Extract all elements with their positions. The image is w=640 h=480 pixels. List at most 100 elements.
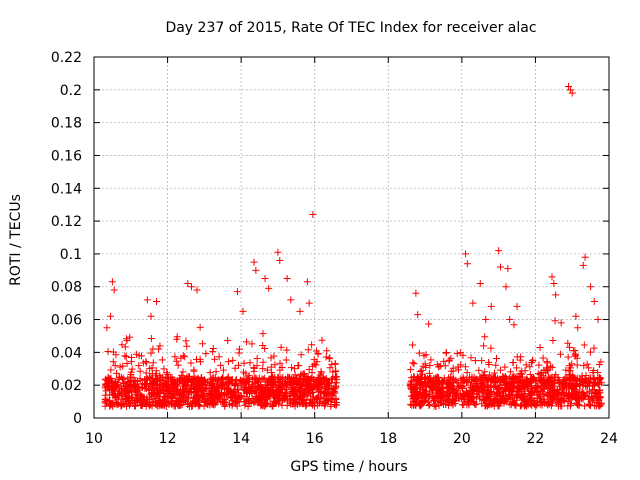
data-point [304, 392, 312, 400]
data-point [562, 366, 570, 374]
y-tick-label: 0.2 [60, 83, 82, 99]
data-point [490, 391, 498, 399]
data-point [544, 365, 552, 373]
data-point [247, 386, 255, 394]
data-point [460, 377, 468, 385]
data-point [275, 373, 283, 381]
data-point [463, 369, 471, 377]
data-point [196, 377, 204, 385]
data-point [470, 379, 478, 387]
data-point [179, 389, 187, 397]
data-point [131, 402, 139, 410]
data-point [217, 361, 225, 369]
data-point [304, 346, 312, 354]
data-point [182, 394, 190, 402]
data-point [265, 388, 273, 396]
data-point [215, 393, 223, 401]
data-point [571, 375, 579, 383]
data-point [581, 253, 589, 261]
data-point [469, 299, 477, 307]
x-axis-label: GPS time / hours [290, 459, 407, 475]
data-point [286, 392, 294, 400]
data-point [590, 344, 598, 352]
data-point [313, 358, 321, 366]
data-point [157, 374, 165, 382]
data-point [187, 359, 195, 367]
data-point [170, 391, 178, 399]
data-point [556, 350, 564, 358]
data-point [232, 376, 240, 384]
data-point [107, 312, 115, 320]
data-point [535, 361, 543, 369]
data-point [177, 354, 185, 362]
data-point [233, 402, 241, 410]
data-point [287, 296, 295, 304]
data-point [162, 397, 170, 405]
data-point [485, 375, 493, 383]
data-point [306, 378, 314, 386]
data-point [278, 364, 286, 372]
data-point [578, 372, 586, 380]
y-tick-label: 0.02 [51, 378, 82, 394]
data-point [425, 401, 433, 409]
data-point [595, 378, 603, 386]
data-point [509, 376, 517, 384]
data-point [507, 396, 515, 404]
data-point [302, 386, 310, 394]
data-point [510, 321, 518, 329]
data-point [148, 381, 156, 389]
data-point [276, 359, 284, 367]
data-point [483, 381, 491, 389]
data-points [101, 83, 606, 411]
data-point [261, 374, 269, 382]
data-point [163, 383, 171, 391]
data-point [317, 369, 325, 377]
data-point [575, 401, 583, 409]
y-tick-label: 0.16 [51, 148, 82, 164]
data-point [107, 366, 115, 374]
data-point [491, 373, 499, 381]
data-point [110, 286, 118, 294]
data-point [315, 392, 323, 400]
data-point [250, 364, 258, 372]
data-point [593, 399, 601, 407]
data-point [526, 363, 534, 371]
data-point [516, 376, 524, 384]
data-point [209, 379, 217, 387]
data-point [212, 368, 220, 376]
data-point [233, 288, 241, 296]
data-point [322, 353, 330, 361]
data-point [142, 369, 150, 377]
data-point [499, 391, 507, 399]
data-point [311, 402, 319, 410]
data-point [327, 384, 335, 392]
grid-lines [94, 57, 609, 418]
data-point [297, 370, 305, 378]
data-point [121, 391, 129, 399]
data-point [513, 364, 521, 372]
y-tick-label: 0.22 [51, 50, 82, 66]
data-point [240, 359, 248, 367]
data-point [175, 391, 183, 399]
y-axis-label: ROTI / TECUs [8, 194, 24, 286]
data-point [568, 384, 576, 392]
data-point [142, 359, 150, 367]
data-point [483, 374, 491, 382]
data-point [411, 398, 419, 406]
data-point [314, 380, 322, 388]
data-point [526, 391, 534, 399]
data-point [269, 383, 277, 391]
data-point [454, 363, 462, 371]
data-point [424, 398, 432, 406]
data-point [183, 342, 191, 350]
data-point [469, 385, 477, 393]
data-point [244, 403, 252, 411]
data-point [518, 390, 526, 398]
data-point [250, 397, 258, 405]
data-point [551, 317, 559, 325]
data-point [137, 352, 145, 360]
data-point [131, 381, 139, 389]
data-point [494, 397, 502, 405]
data-point [300, 379, 308, 387]
